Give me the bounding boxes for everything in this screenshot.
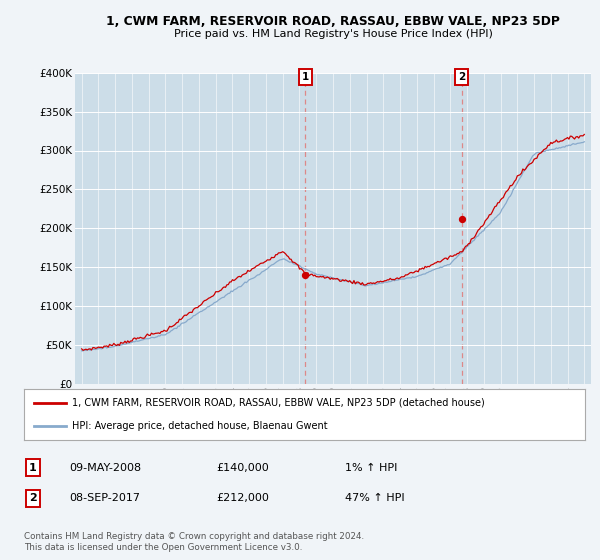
- Text: 1, CWM FARM, RESERVOIR ROAD, RASSAU, EBBW VALE, NP23 5DP: 1, CWM FARM, RESERVOIR ROAD, RASSAU, EBB…: [106, 15, 560, 28]
- Text: £212,000: £212,000: [216, 493, 269, 503]
- Point: [301, 270, 310, 279]
- Text: Price paid vs. HM Land Registry's House Price Index (HPI): Price paid vs. HM Land Registry's House …: [173, 29, 493, 39]
- Text: 1% ↑ HPI: 1% ↑ HPI: [345, 463, 397, 473]
- Text: 47% ↑ HPI: 47% ↑ HPI: [345, 493, 404, 503]
- Text: 1, CWM FARM, RESERVOIR ROAD, RASSAU, EBBW VALE, NP23 5DP (detached house): 1, CWM FARM, RESERVOIR ROAD, RASSAU, EBB…: [71, 398, 484, 408]
- Text: £140,000: £140,000: [216, 463, 269, 473]
- Text: 1: 1: [29, 463, 37, 473]
- Text: 08-SEP-2017: 08-SEP-2017: [69, 493, 140, 503]
- Text: 1: 1: [302, 72, 309, 82]
- Text: 2: 2: [29, 493, 37, 503]
- Text: Contains HM Land Registry data © Crown copyright and database right 2024.
This d: Contains HM Land Registry data © Crown c…: [24, 533, 364, 552]
- Point: [457, 214, 466, 223]
- Text: HPI: Average price, detached house, Blaenau Gwent: HPI: Average price, detached house, Blae…: [71, 421, 328, 431]
- Text: 2: 2: [458, 72, 465, 82]
- Text: 09-MAY-2008: 09-MAY-2008: [69, 463, 141, 473]
